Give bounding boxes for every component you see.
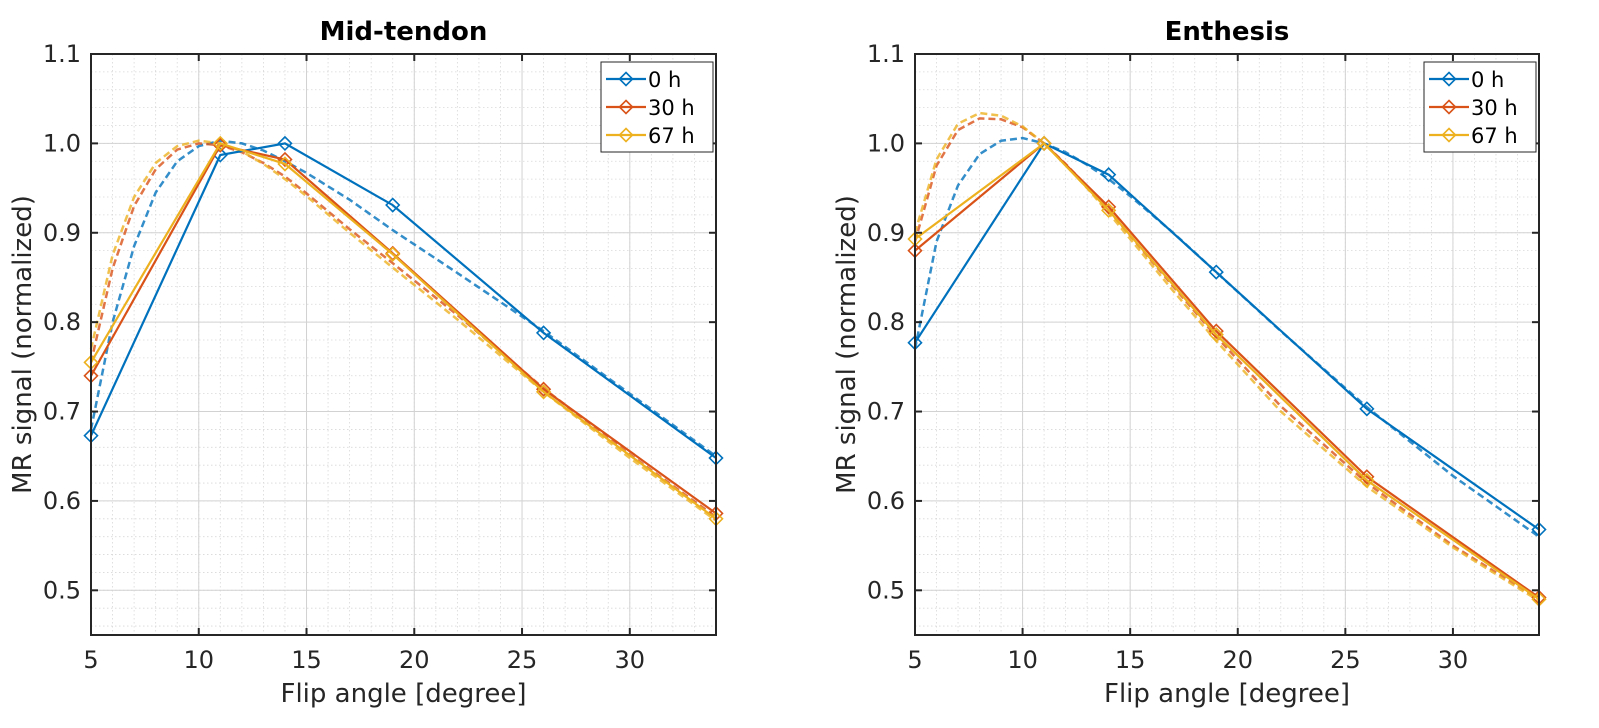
x-tick-label: 25	[1330, 646, 1361, 674]
legend-label-1: 30 h	[1471, 96, 1518, 120]
y-tick-label: 0.9	[43, 219, 81, 247]
y-tick-label: 1.0	[43, 129, 81, 157]
y-tick-label: 0.5	[43, 576, 81, 604]
chart-title: Mid-tendon	[320, 17, 488, 47]
legend-marker-2	[1441, 127, 1457, 143]
x-tick-label: 20	[399, 646, 430, 674]
y-tick-label: 0.6	[867, 487, 905, 515]
legend-label-2: 67 h	[648, 124, 695, 148]
y-tick-label: 1.0	[867, 129, 905, 157]
x-axis-label: Flip angle [degree]	[1104, 679, 1350, 709]
data-point	[1359, 472, 1375, 488]
y-tick-label: 0.8	[867, 308, 905, 336]
legend-marker-2	[618, 127, 634, 143]
data-point	[385, 246, 401, 262]
data-point	[1101, 202, 1117, 219]
y-axis-label: MR signal (normalized)	[832, 195, 862, 494]
data-point	[1101, 167, 1117, 183]
y-tick-label: 0.8	[43, 308, 81, 336]
chart-title: Enthesis	[1165, 17, 1290, 47]
data-point	[1208, 327, 1224, 343]
x-tick-label: 25	[507, 646, 538, 674]
legend-label-2: 67 h	[1471, 124, 1518, 148]
y-tick-label: 0.7	[867, 398, 905, 426]
data-point	[277, 135, 293, 152]
data-point	[1359, 401, 1375, 417]
data-point	[212, 135, 228, 152]
legend-box	[1423, 61, 1537, 153]
legend: 0 h 30 h 67 h	[600, 61, 714, 153]
y-tick-label: 1.1	[43, 40, 81, 68]
x-tick-label: 5	[83, 646, 98, 674]
y-tick-label: 0.6	[43, 487, 81, 515]
chart-panel-enthesis: 5 10 15 20 25 30 0.5 0.6 0.7 0.8 0.9 1.0 1.1 Enthesis…	[832, 17, 1547, 709]
y-tick-label: 0.5	[867, 576, 905, 604]
axes-box	[914, 53, 1540, 636]
series-line-0	[90, 142, 717, 459]
y-tick-label: 0.9	[867, 219, 905, 247]
x-tick-label: 10	[1007, 646, 1038, 674]
legend-marker-1	[618, 99, 634, 115]
y-axis-label: MR signal (normalized)	[8, 195, 38, 494]
y-tick-label: 1.1	[867, 40, 905, 68]
series-line-1	[914, 141, 1540, 599]
data-point	[277, 156, 293, 172]
chart-panel-mid-tendon: 5 10 15 20 25 30 0.5 0.6 0.7 0.8 0.9 1.0 1.1 Mid-tend…	[8, 17, 724, 709]
data-point	[1359, 469, 1375, 485]
y-tick-label: 0.7	[43, 398, 81, 426]
data-point	[1208, 264, 1224, 280]
data-point	[212, 137, 228, 153]
legend-marker-1	[1441, 99, 1457, 115]
x-tick-label: 20	[1222, 646, 1253, 674]
x-tick-label: 30	[1438, 646, 1469, 674]
fit-curve-0	[89, 139, 717, 458]
x-tick-label: 5	[907, 646, 922, 674]
legend-label-1: 30 h	[648, 96, 695, 120]
x-tick-label: 10	[183, 646, 214, 674]
series-line-0	[914, 141, 1540, 531]
x-tick-label: 30	[615, 646, 646, 674]
series-line-2	[914, 141, 1540, 601]
data-point	[535, 325, 552, 341]
legend-marker-0	[1441, 71, 1457, 87]
legend-marker-0	[618, 71, 634, 87]
data-point	[1036, 135, 1052, 152]
x-tick-label: 15	[291, 646, 322, 674]
series-line-2	[90, 142, 717, 520]
data-point	[277, 151, 293, 168]
x-tick-label: 15	[1115, 646, 1146, 674]
legend-label-0: 0 h	[1471, 68, 1504, 92]
data-point	[535, 384, 552, 400]
legend-label-0: 0 h	[648, 68, 681, 92]
x-axis-label: Flip angle [degree]	[281, 679, 527, 709]
axes-box	[90, 53, 717, 636]
series-line-1	[90, 143, 717, 515]
legend: 0 h 30 h 67 h	[1423, 61, 1537, 153]
data-point	[385, 197, 401, 213]
